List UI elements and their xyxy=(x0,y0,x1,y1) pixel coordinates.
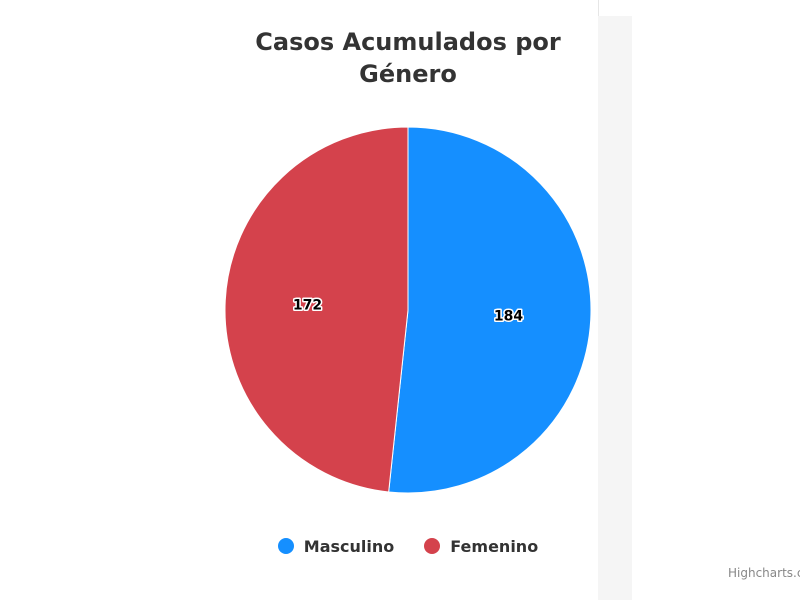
pie-slice-femenino[interactable] xyxy=(224,126,409,493)
scrollbar-track[interactable] xyxy=(598,0,632,600)
chart-container: Casos Acumulados por Género 184 172 Mascu… xyxy=(208,0,800,600)
panel-edge xyxy=(598,0,633,16)
chart-legend: Masculino Femenino xyxy=(208,534,608,558)
legend-label-masculino: Masculino xyxy=(303,536,395,556)
legend-label-femenino: Femenino xyxy=(450,536,539,556)
chart-title-line1: Casos Acumulados por xyxy=(255,28,561,56)
legend-swatch-masculino-icon xyxy=(277,538,294,554)
legend-swatch-femenino-icon xyxy=(424,538,441,554)
chart-title-line2: Género xyxy=(359,60,457,88)
credits-link[interactable]: Highcharts.com xyxy=(728,566,800,580)
pie-chart: 184 172 xyxy=(224,126,592,494)
data-label-femenino: 172 xyxy=(293,298,322,314)
data-label-masculino: 184 xyxy=(494,308,523,324)
chart-title: Casos Acumulados por Género xyxy=(208,26,608,90)
legend-item-masculino[interactable]: Masculino xyxy=(277,536,395,556)
pie-slice-masculino[interactable] xyxy=(388,126,592,494)
legend-item-femenino[interactable]: Femenino xyxy=(424,537,538,556)
